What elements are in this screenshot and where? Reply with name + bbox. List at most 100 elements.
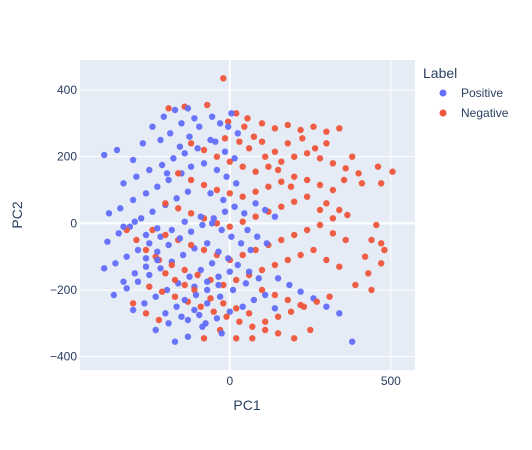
scatter-point-positive[interactable] <box>199 221 206 229</box>
scatter-point-positive[interactable] <box>171 106 179 114</box>
scatter-point-positive[interactable] <box>204 300 211 307</box>
scatter-point-positive[interactable] <box>152 293 159 300</box>
scatter-point-negative[interactable] <box>239 193 246 200</box>
scatter-point-positive[interactable] <box>196 311 203 319</box>
scatter-point-positive[interactable] <box>231 155 238 162</box>
scatter-point-negative[interactable] <box>329 215 337 222</box>
scatter-point-positive[interactable] <box>237 240 245 247</box>
scatter-point-positive[interactable] <box>184 316 192 324</box>
scatter-point-negative[interactable] <box>284 296 291 304</box>
scatter-point-negative[interactable] <box>220 75 227 82</box>
scatter-point-positive[interactable] <box>263 240 270 247</box>
scatter-point-positive[interactable] <box>187 228 195 235</box>
scatter-point-negative[interactable] <box>291 198 298 205</box>
scatter-point-positive[interactable] <box>165 320 172 327</box>
legend-item-positive[interactable]: Positive <box>439 86 504 100</box>
scatter-point-negative[interactable] <box>287 183 295 190</box>
scatter-point-negative[interactable] <box>187 210 195 217</box>
scatter-point-negative[interactable] <box>316 221 324 229</box>
scatter-point-negative[interactable] <box>361 253 369 260</box>
scatter-point-negative[interactable] <box>389 168 396 175</box>
scatter-point-positive[interactable] <box>142 231 150 239</box>
scatter-point-negative[interactable] <box>162 270 169 277</box>
scatter-point-negative[interactable] <box>329 186 337 194</box>
scatter-point-negative[interactable] <box>278 236 285 244</box>
scatter-point-positive[interactable] <box>146 271 153 279</box>
scatter-point-positive[interactable] <box>244 226 251 234</box>
scatter-point-negative[interactable] <box>158 288 166 295</box>
scatter-point-positive[interactable] <box>239 303 246 310</box>
scatter-point-positive[interactable] <box>181 218 188 225</box>
scatter-point-negative[interactable] <box>271 125 279 132</box>
scatter-point-negative[interactable] <box>378 240 385 247</box>
scatter-point-positive[interactable] <box>112 260 119 267</box>
scatter-point-negative[interactable] <box>323 256 330 264</box>
scatter-point-positive[interactable] <box>113 146 121 154</box>
scatter-point-positive[interactable] <box>208 113 216 120</box>
scatter-point-negative[interactable] <box>271 261 279 269</box>
scatter-point-negative[interactable] <box>265 183 272 190</box>
scatter-point-negative[interactable] <box>252 213 259 220</box>
scatter-point-negative[interactable] <box>171 276 179 284</box>
scatter-point-negative[interactable] <box>311 145 319 152</box>
scatter-point-positive[interactable] <box>129 156 137 164</box>
scatter-point-positive[interactable] <box>138 215 145 222</box>
scatter-point-positive[interactable] <box>162 310 169 317</box>
scatter-point-negative[interactable] <box>165 105 172 112</box>
scatter-point-positive[interactable] <box>225 123 232 130</box>
scatter-point-negative[interactable] <box>262 326 269 334</box>
scatter-point-negative[interactable] <box>316 155 324 162</box>
scatter-point-positive[interactable] <box>129 196 137 204</box>
scatter-point-negative[interactable] <box>200 335 208 342</box>
scatter-point-negative[interactable] <box>155 316 163 324</box>
scatter-point-negative[interactable] <box>171 293 179 300</box>
scatter-point-positive[interactable] <box>160 113 167 120</box>
scatter-point-positive[interactable] <box>218 226 225 234</box>
scatter-point-positive[interactable] <box>252 200 259 207</box>
scatter-point-positive[interactable] <box>146 240 153 247</box>
scatter-point-negative[interactable] <box>262 318 269 325</box>
scatter-point-negative[interactable] <box>323 200 330 207</box>
scatter-point-positive[interactable] <box>184 188 192 195</box>
scatter-point-negative[interactable] <box>358 180 366 187</box>
scatter-point-positive[interactable] <box>245 268 253 275</box>
scatter-point-positive[interactable] <box>163 170 171 177</box>
scatter-point-positive[interactable] <box>213 315 221 322</box>
scatter-point-positive[interactable] <box>181 296 188 304</box>
scatter-point-positive[interactable] <box>204 278 211 285</box>
scatter-point-negative[interactable] <box>303 226 311 234</box>
scatter-point-positive[interactable] <box>208 220 216 227</box>
scatter-point-positive[interactable] <box>154 183 161 190</box>
scatter-point-negative[interactable] <box>239 218 246 225</box>
scatter-point-negative[interactable] <box>233 276 240 284</box>
scatter-point-negative[interactable] <box>368 236 375 244</box>
scatter-point-positive[interactable] <box>215 281 222 289</box>
scatter-point-negative[interactable] <box>368 286 375 294</box>
scatter-point-negative[interactable] <box>274 330 282 337</box>
scatter-point-positive[interactable] <box>184 333 192 340</box>
scatter-point-positive[interactable] <box>271 213 279 220</box>
scatter-point-negative[interactable] <box>373 221 380 229</box>
scatter-point-positive[interactable] <box>168 226 175 234</box>
scatter-point-positive[interactable] <box>176 143 184 150</box>
scatter-point-negative[interactable] <box>365 270 372 277</box>
scatter-point-negative[interactable] <box>310 246 317 254</box>
scatter-point-negative[interactable] <box>310 123 317 130</box>
scatter-point-positive[interactable] <box>202 320 209 327</box>
scatter-point-negative[interactable] <box>149 226 156 234</box>
legend[interactable]: Label Positive Negative <box>423 65 509 120</box>
scatter-point-positive[interactable] <box>149 123 156 130</box>
scatter-point-positive[interactable] <box>120 278 127 285</box>
scatter-point-positive[interactable] <box>213 166 221 174</box>
scatter-point-negative[interactable] <box>200 181 208 189</box>
scatter-point-positive[interactable] <box>212 138 219 145</box>
scatter-point-negative[interactable] <box>213 186 221 194</box>
scatter-point-positive[interactable] <box>154 248 161 255</box>
scatter-point-negative[interactable] <box>249 323 256 330</box>
scatter-point-negative[interactable] <box>323 128 330 135</box>
scatter-point-negative[interactable] <box>378 180 385 187</box>
scatter-point-positive[interactable] <box>228 233 235 240</box>
scatter-point-positive[interactable] <box>297 288 304 295</box>
scatter-point-negative[interactable] <box>252 188 259 195</box>
scatter-point-negative[interactable] <box>262 153 269 160</box>
